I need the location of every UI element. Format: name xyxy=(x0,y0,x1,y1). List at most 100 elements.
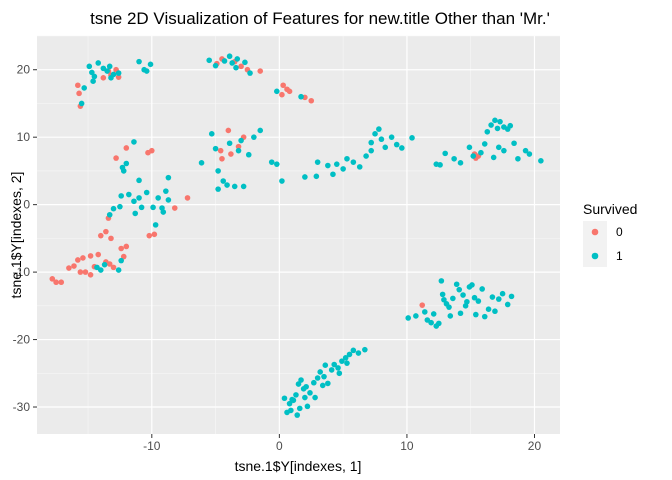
data-point-survived-1 xyxy=(226,140,233,147)
data-point-survived-1 xyxy=(165,174,172,181)
data-point-survived-1 xyxy=(515,155,521,162)
data-point-survived-1 xyxy=(356,164,363,170)
data-point-survived-0 xyxy=(308,97,315,104)
data-point-survived-0 xyxy=(76,90,82,97)
data-point-survived-1 xyxy=(274,88,280,95)
data-point-survived-1 xyxy=(413,313,419,319)
data-point-survived-1 xyxy=(208,131,215,137)
data-point-survived-0 xyxy=(217,147,224,154)
data-point-survived-1 xyxy=(460,292,466,298)
y-axis-label: tsne.1$Y[indexes, 2] xyxy=(8,172,24,299)
data-point-survived-0 xyxy=(151,231,158,238)
data-point-survived-1 xyxy=(136,195,142,201)
data-point-survived-1 xyxy=(451,155,457,162)
data-point-survived-1 xyxy=(538,157,544,164)
data-point-survived-1 xyxy=(441,296,447,303)
data-point-survived-1 xyxy=(322,362,329,368)
data-point-survived-1 xyxy=(247,70,253,76)
data-points xyxy=(49,53,544,418)
data-point-survived-0 xyxy=(113,155,119,161)
data-point-survived-1 xyxy=(363,153,369,159)
data-point-survived-1 xyxy=(220,178,227,184)
data-point-survived-1 xyxy=(91,73,98,80)
data-point-survived-1 xyxy=(78,100,85,107)
data-point-survived-0 xyxy=(71,263,77,269)
axis-ticks: -10 0 10 20 -30 -20 -10 0 10 20 xyxy=(13,63,542,453)
data-point-survived-1 xyxy=(317,369,323,375)
data-point-survived-1 xyxy=(274,161,280,167)
data-point-survived-1 xyxy=(457,160,464,166)
data-point-survived-1 xyxy=(302,394,308,401)
data-point-survived-1 xyxy=(295,381,302,387)
legend-key-0 xyxy=(591,228,599,236)
data-point-survived-1 xyxy=(240,183,247,190)
data-point-survived-1 xyxy=(481,313,488,320)
data-point-survived-1 xyxy=(231,183,238,190)
data-point-survived-1 xyxy=(150,204,156,211)
data-point-survived-1 xyxy=(206,57,213,64)
data-point-survived-0 xyxy=(225,127,232,134)
data-point-survived-0 xyxy=(95,251,102,258)
data-point-survived-1 xyxy=(450,295,456,302)
data-point-survived-1 xyxy=(97,267,104,273)
data-point-survived-1 xyxy=(457,310,464,317)
data-point-survived-1 xyxy=(328,367,335,373)
data-point-survived-1 xyxy=(215,186,221,192)
data-point-survived-1 xyxy=(330,171,336,178)
data-point-survived-1 xyxy=(438,278,445,284)
data-point-survived-1 xyxy=(471,294,478,301)
data-point-survived-1 xyxy=(147,61,154,68)
data-point-survived-1 xyxy=(257,127,264,134)
data-point-survived-1 xyxy=(372,131,378,137)
data-point-survived-0 xyxy=(87,272,94,278)
data-point-survived-1 xyxy=(437,162,443,168)
data-point-survived-1 xyxy=(522,147,529,154)
data-point-survived-1 xyxy=(436,320,442,327)
data-point-survived-1 xyxy=(118,193,124,199)
data-point-survived-1 xyxy=(321,373,327,380)
data-point-survived-1 xyxy=(136,58,142,65)
data-point-survived-1 xyxy=(376,126,382,132)
data-point-survived-1 xyxy=(499,290,506,297)
data-point-survived-1 xyxy=(475,298,482,304)
data-point-survived-1 xyxy=(331,361,338,368)
data-point-survived-1 xyxy=(382,144,389,151)
data-point-survived-0 xyxy=(118,245,124,252)
data-point-survived-1 xyxy=(388,134,395,140)
data-point-survived-0 xyxy=(115,74,122,80)
data-point-survived-0 xyxy=(66,265,72,271)
data-point-survived-1 xyxy=(490,154,497,161)
data-point-survived-0 xyxy=(58,279,65,286)
data-point-survived-1 xyxy=(233,64,239,71)
data-point-survived-1 xyxy=(118,257,124,264)
data-point-survived-0 xyxy=(279,91,285,98)
data-point-survived-1 xyxy=(136,177,142,184)
data-point-survived-1 xyxy=(226,53,233,60)
data-point-survived-1 xyxy=(439,291,446,298)
data-point-survived-1 xyxy=(131,139,137,145)
data-point-survived-0 xyxy=(280,82,286,89)
data-point-survived-0 xyxy=(235,143,242,150)
data-point-survived-1 xyxy=(101,261,108,268)
data-point-survived-1 xyxy=(405,315,412,321)
data-point-survived-1 xyxy=(368,139,375,146)
data-point-survived-0 xyxy=(145,149,151,156)
data-point-survived-0 xyxy=(110,264,117,271)
data-point-survived-1 xyxy=(251,134,257,140)
data-point-survived-1 xyxy=(288,407,294,414)
x-tick-label: 0 xyxy=(276,439,283,453)
data-point-survived-0 xyxy=(219,155,225,162)
data-point-survived-1 xyxy=(115,70,122,76)
data-point-survived-1 xyxy=(212,62,219,69)
legend-label-0: 0 xyxy=(616,225,623,239)
data-point-survived-1 xyxy=(314,159,321,165)
data-point-survived-1 xyxy=(325,162,331,169)
data-point-survived-1 xyxy=(504,301,511,308)
data-point-survived-1 xyxy=(314,375,321,381)
data-point-survived-1 xyxy=(311,379,317,386)
data-point-survived-1 xyxy=(108,75,114,81)
data-point-survived-1 xyxy=(492,117,498,124)
data-point-survived-1 xyxy=(123,160,130,167)
data-point-survived-1 xyxy=(302,174,308,180)
x-tick-label: -10 xyxy=(143,439,161,453)
